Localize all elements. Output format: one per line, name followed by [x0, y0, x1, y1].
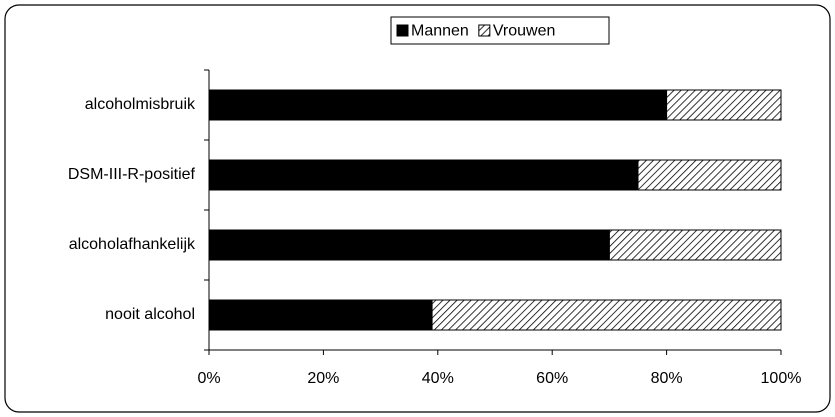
x-tick-label: 40% — [422, 370, 454, 387]
y-tick-label: nooit alcohol — [105, 306, 195, 323]
x-tick-label: 80% — [651, 370, 683, 387]
legend-label: Vrouwen — [493, 23, 556, 40]
x-tick-label: 0% — [197, 370, 220, 387]
legend-box — [390, 16, 610, 45]
bar-segment — [208, 89, 668, 121]
bar-segment — [208, 229, 610, 261]
bar-segment — [208, 159, 639, 191]
y-tick-label: alcoholafhankelijk — [69, 236, 196, 253]
bar-segment — [208, 299, 433, 331]
y-tick-label: DSM-III-R-positief — [68, 166, 196, 183]
legend-swatch — [478, 24, 491, 37]
x-tick-label: 100% — [761, 370, 802, 387]
y-tick-label: alcoholmisbruik — [85, 96, 196, 113]
legend-label: Mannen — [411, 23, 469, 40]
bar-segment — [431, 299, 782, 331]
legend-swatch — [396, 24, 409, 37]
bar-segment — [608, 229, 782, 261]
chart-frame — [4, 4, 831, 413]
bar-segment — [637, 159, 782, 191]
bar-segment — [666, 89, 782, 121]
x-tick-label: 20% — [307, 370, 339, 387]
x-tick-label: 60% — [536, 370, 568, 387]
